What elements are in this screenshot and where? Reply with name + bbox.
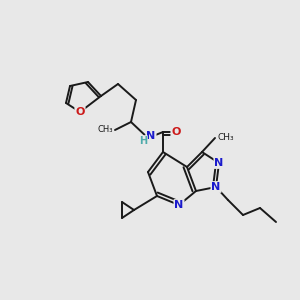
Text: N: N bbox=[146, 131, 156, 141]
Text: O: O bbox=[75, 107, 85, 117]
Text: N: N bbox=[174, 200, 184, 210]
Text: CH₃: CH₃ bbox=[98, 125, 113, 134]
Text: O: O bbox=[171, 127, 181, 137]
Text: N: N bbox=[212, 182, 220, 192]
Text: H: H bbox=[139, 136, 147, 146]
Text: N: N bbox=[214, 158, 224, 168]
Text: CH₃: CH₃ bbox=[217, 133, 234, 142]
